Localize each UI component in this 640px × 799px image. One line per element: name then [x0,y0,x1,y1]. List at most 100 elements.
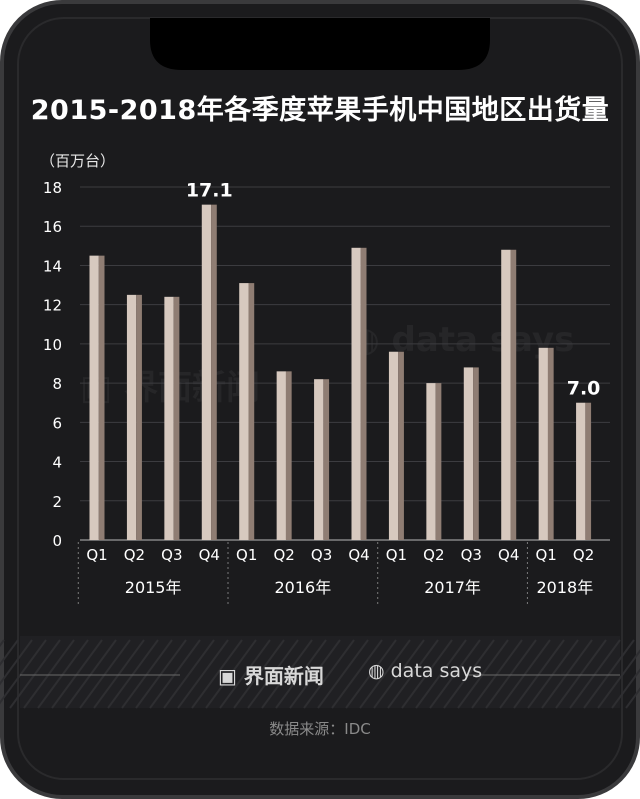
hatch-line [289,639,341,709]
hatch-line [415,639,467,709]
bar-side [98,255,105,540]
y-tick-label: 10 [43,336,62,354]
bar [276,371,292,540]
hatch-line [107,639,159,709]
hatch-line [429,639,481,709]
bar-side [285,371,292,540]
x-tick-label: Q2 [423,546,444,564]
hatch-line [625,687,640,709]
hatch-line [373,639,425,709]
hatch-line [275,639,327,709]
hatch-line [247,639,299,709]
hatch-line [163,639,215,709]
bar [239,283,255,540]
x-tick-label: Q2 [573,546,594,564]
bar-side [398,351,404,540]
y-tick-label: 0 [52,532,62,550]
hatch-line [457,639,509,709]
x-tick-label: Q3 [461,546,482,564]
hatch-line [0,639,19,667]
datasays-brand-text: data says [390,660,483,682]
hatch-line [317,639,369,709]
x-tick-label: Q2 [124,546,145,564]
hatch-line [233,639,285,709]
hatch-line [569,639,621,709]
bar-side [173,296,180,540]
group-label: 2018年 [536,578,593,597]
y-tick-label: 8 [52,375,62,393]
bar-face [164,296,174,540]
bar [426,383,442,540]
x-tick-label: Q1 [535,546,556,564]
bar-face [463,367,474,540]
y-tick-label: 16 [43,218,62,236]
bar-face [239,283,249,540]
hatch-line [121,639,173,709]
group-label: 2017年 [424,578,481,597]
hatch-line [37,639,89,709]
hatch-line [93,639,145,709]
hatch-line [541,639,593,709]
hatch-line [177,639,229,709]
hatch-line [387,639,439,709]
jiemian-logo: ▣ 界面新闻 [218,660,324,689]
hatch-line [0,639,47,705]
hatch-line [401,639,453,709]
watermark-datasays: ◍ data says [350,320,575,360]
bar [164,296,180,540]
x-tick-label: Q2 [273,546,294,564]
notch [150,18,490,70]
hatch-line [513,639,565,709]
x-tick-label: Q1 [236,546,257,564]
hatch-line [345,639,397,709]
bar [351,247,367,541]
bar-side [585,402,592,540]
hatch-line [23,639,75,709]
data-label: 17.1 [186,180,233,202]
y-tick-label: 2 [52,493,62,511]
hatch-line [65,639,117,709]
hatch-line [359,639,411,709]
bar [126,294,142,540]
bar-side [323,379,330,540]
bar-face [388,351,399,540]
group-label: 2015年 [125,578,182,597]
chart-title: 2015-2018年各季度苹果手机中国地区出货量 [30,95,610,126]
bar-face [501,249,511,540]
bar-face [314,379,324,540]
hatch-line [0,639,33,686]
bar-face [201,204,212,540]
x-tick-label: Q4 [348,546,369,564]
bar-face [538,347,548,540]
data-source: 数据来源：IDC [269,720,371,738]
bar [388,351,404,540]
x-tick-label: Q3 [161,546,182,564]
hatch-line [79,639,131,709]
hatch-line [331,639,383,709]
bar-face [576,402,586,540]
hatch-line [555,639,607,709]
y-tick-label: 6 [52,414,62,432]
hatch-line [135,639,187,709]
bar-face [89,255,99,540]
y-tick-label: 4 [52,454,62,472]
x-tick-label: Q1 [386,546,407,564]
bar [501,249,517,540]
bar-face [426,383,436,540]
footer-hatch [0,639,640,709]
hatch-line [471,639,523,709]
x-tick-label: Q4 [199,546,220,564]
hatch-line [443,639,495,709]
y-axis-unit: （百万台） [40,152,116,170]
hatch-line [205,639,257,709]
y-tick-label: 14 [43,257,62,275]
y-tick-label: 12 [43,297,62,315]
hatch-line [303,639,355,709]
hatch-line [583,639,635,709]
bar-side [547,347,554,540]
bar [576,402,592,540]
bar-side [360,247,367,541]
bar [538,347,554,540]
bar-face [126,294,137,540]
